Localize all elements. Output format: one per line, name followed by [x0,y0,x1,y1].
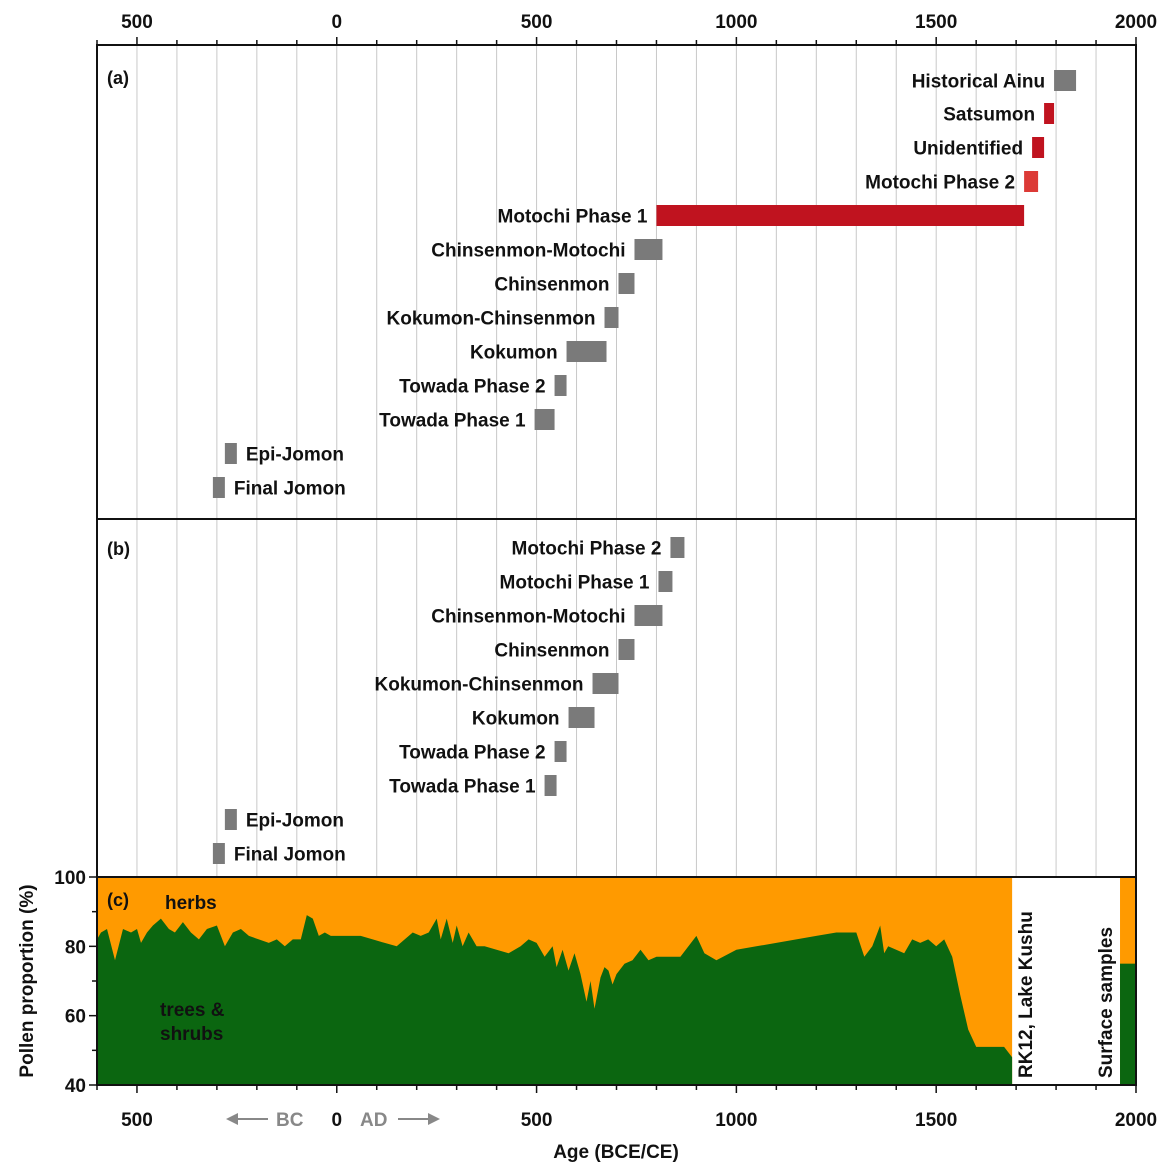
period-a-label: Motochi Phase 2 [865,173,1015,194]
period-b-bar [658,571,673,592]
y-axis-title: Pollen proportion (%) [17,884,38,1077]
period-b-label: Kokumon [472,709,560,730]
period-a-label: Satsumon [943,105,1035,126]
period-b-label: Towada Phase 2 [399,743,545,764]
panel-b-grid [136,520,1097,876]
rk12-label: RK12, Lake Kushu [1016,911,1037,1078]
bottom-x-tick-label: 1000 [715,1110,757,1131]
bc-label: BC [276,1110,304,1131]
period-b-bar [212,843,225,864]
period-b-label: Final Jomon [234,845,346,866]
period-b-label: Kokumon-Chinsenmon [375,675,584,696]
period-a-bar [1054,70,1077,91]
bottom-x-tick-label: 0 [331,1110,342,1131]
period-a-bar [1032,137,1045,158]
period-a-bar [224,443,237,464]
period-b-label: Epi-Jomon [246,811,344,832]
top-x-tick-label: 500 [121,12,153,33]
period-a-bar [212,477,225,498]
trees-label-line1: trees & [160,1000,225,1021]
top-x-tick-label: 0 [331,12,342,33]
bottom-x-tick-label: 500 [121,1110,153,1131]
period-a-label: Motochi Phase 1 [498,207,648,228]
period-a-label: Epi-Jomon [246,445,344,466]
surface-trees-area [1120,963,1136,1085]
period-a-bar [604,307,619,328]
period-a-bar [566,341,607,362]
panel-c-area [97,877,1136,1085]
trees-area [97,915,1013,1085]
top-x-tick-label: 500 [521,12,553,33]
period-a-bar [1024,171,1039,192]
axis-ticks [89,37,1137,1093]
period-a-bar [634,239,663,260]
bottom-x-tick-label: 1500 [915,1110,957,1131]
herbs-label: herbs [165,893,217,914]
period-b-bar [224,809,237,830]
panel-b-bars: Motochi Phase 2 Motochi Phase 1 Chinsenmon… [212,537,685,866]
bottom-x-tick-label: 2000 [1115,1110,1157,1131]
ad-label: AD [360,1110,387,1131]
period-b-bar [670,537,685,558]
period-b-label: Chinsenmon-Motochi [431,607,625,628]
period-b-bar [568,707,595,728]
panel-a-bars: Historical Ainu Satsumon Unidentified Motoc… [212,70,1077,500]
trees-label: trees & shrubs [160,1000,230,1045]
period-b-label: Chinsenmon [494,641,609,662]
top-x-tick-label: 1000 [715,12,757,33]
period-a-label: Kokumon [470,343,558,364]
period-a-bar [618,273,635,294]
bc-arrow [226,1113,268,1125]
bottom-x-tick-labels: 500 0 500 1000 1500 2000 [121,1110,1157,1131]
period-b-label: Motochi Phase 1 [500,573,650,594]
period-a-label: Kokumon-Chinsenmon [387,309,596,330]
period-a-bar [534,409,555,430]
panel-c-label: (c) [107,890,129,910]
period-b-bar [592,673,619,694]
surface-samples-label: Surface samples [1096,927,1117,1078]
y-tick-label: 80 [65,937,86,958]
x-axis-title: Age (BCE/CE) [553,1142,679,1163]
period-b-label: Towada Phase 1 [389,777,536,798]
period-b-bar [634,605,663,626]
period-a-label: Towada Phase 2 [399,377,545,398]
period-a-label: Historical Ainu [912,72,1045,93]
panel-a-label: (a) [107,68,129,88]
period-a-bar [656,205,1025,226]
period-b-bar [544,775,557,796]
period-a-label: Final Jomon [234,479,346,500]
bottom-x-tick-label: 500 [521,1110,553,1131]
period-a-bar [554,375,567,396]
period-a-label: Unidentified [913,139,1023,160]
ad-arrow [398,1113,440,1125]
period-a-label: Chinsenmon [494,275,609,296]
top-x-tick-label: 1500 [915,12,957,33]
y-tick-labels: 40 60 80 100 [54,868,86,1097]
period-a-bar [1044,103,1055,124]
period-a-label: Chinsenmon-Motochi [431,241,625,262]
panel-a-grid [136,46,1097,518]
panel-b-label: (b) [107,539,130,559]
top-x-tick-labels: 500 0 500 1000 1500 2000 [121,12,1157,33]
y-tick-label: 40 [65,1076,86,1097]
top-x-tick-label: 2000 [1115,12,1157,33]
period-b-bar [618,639,635,660]
period-a-label: Towada Phase 1 [379,411,526,432]
period-b-bar [554,741,567,762]
y-tick-label: 100 [54,868,86,889]
trees-label-line2: shrubs [160,1024,223,1045]
y-tick-label: 60 [65,1007,86,1028]
period-b-label: Motochi Phase 2 [512,539,662,560]
